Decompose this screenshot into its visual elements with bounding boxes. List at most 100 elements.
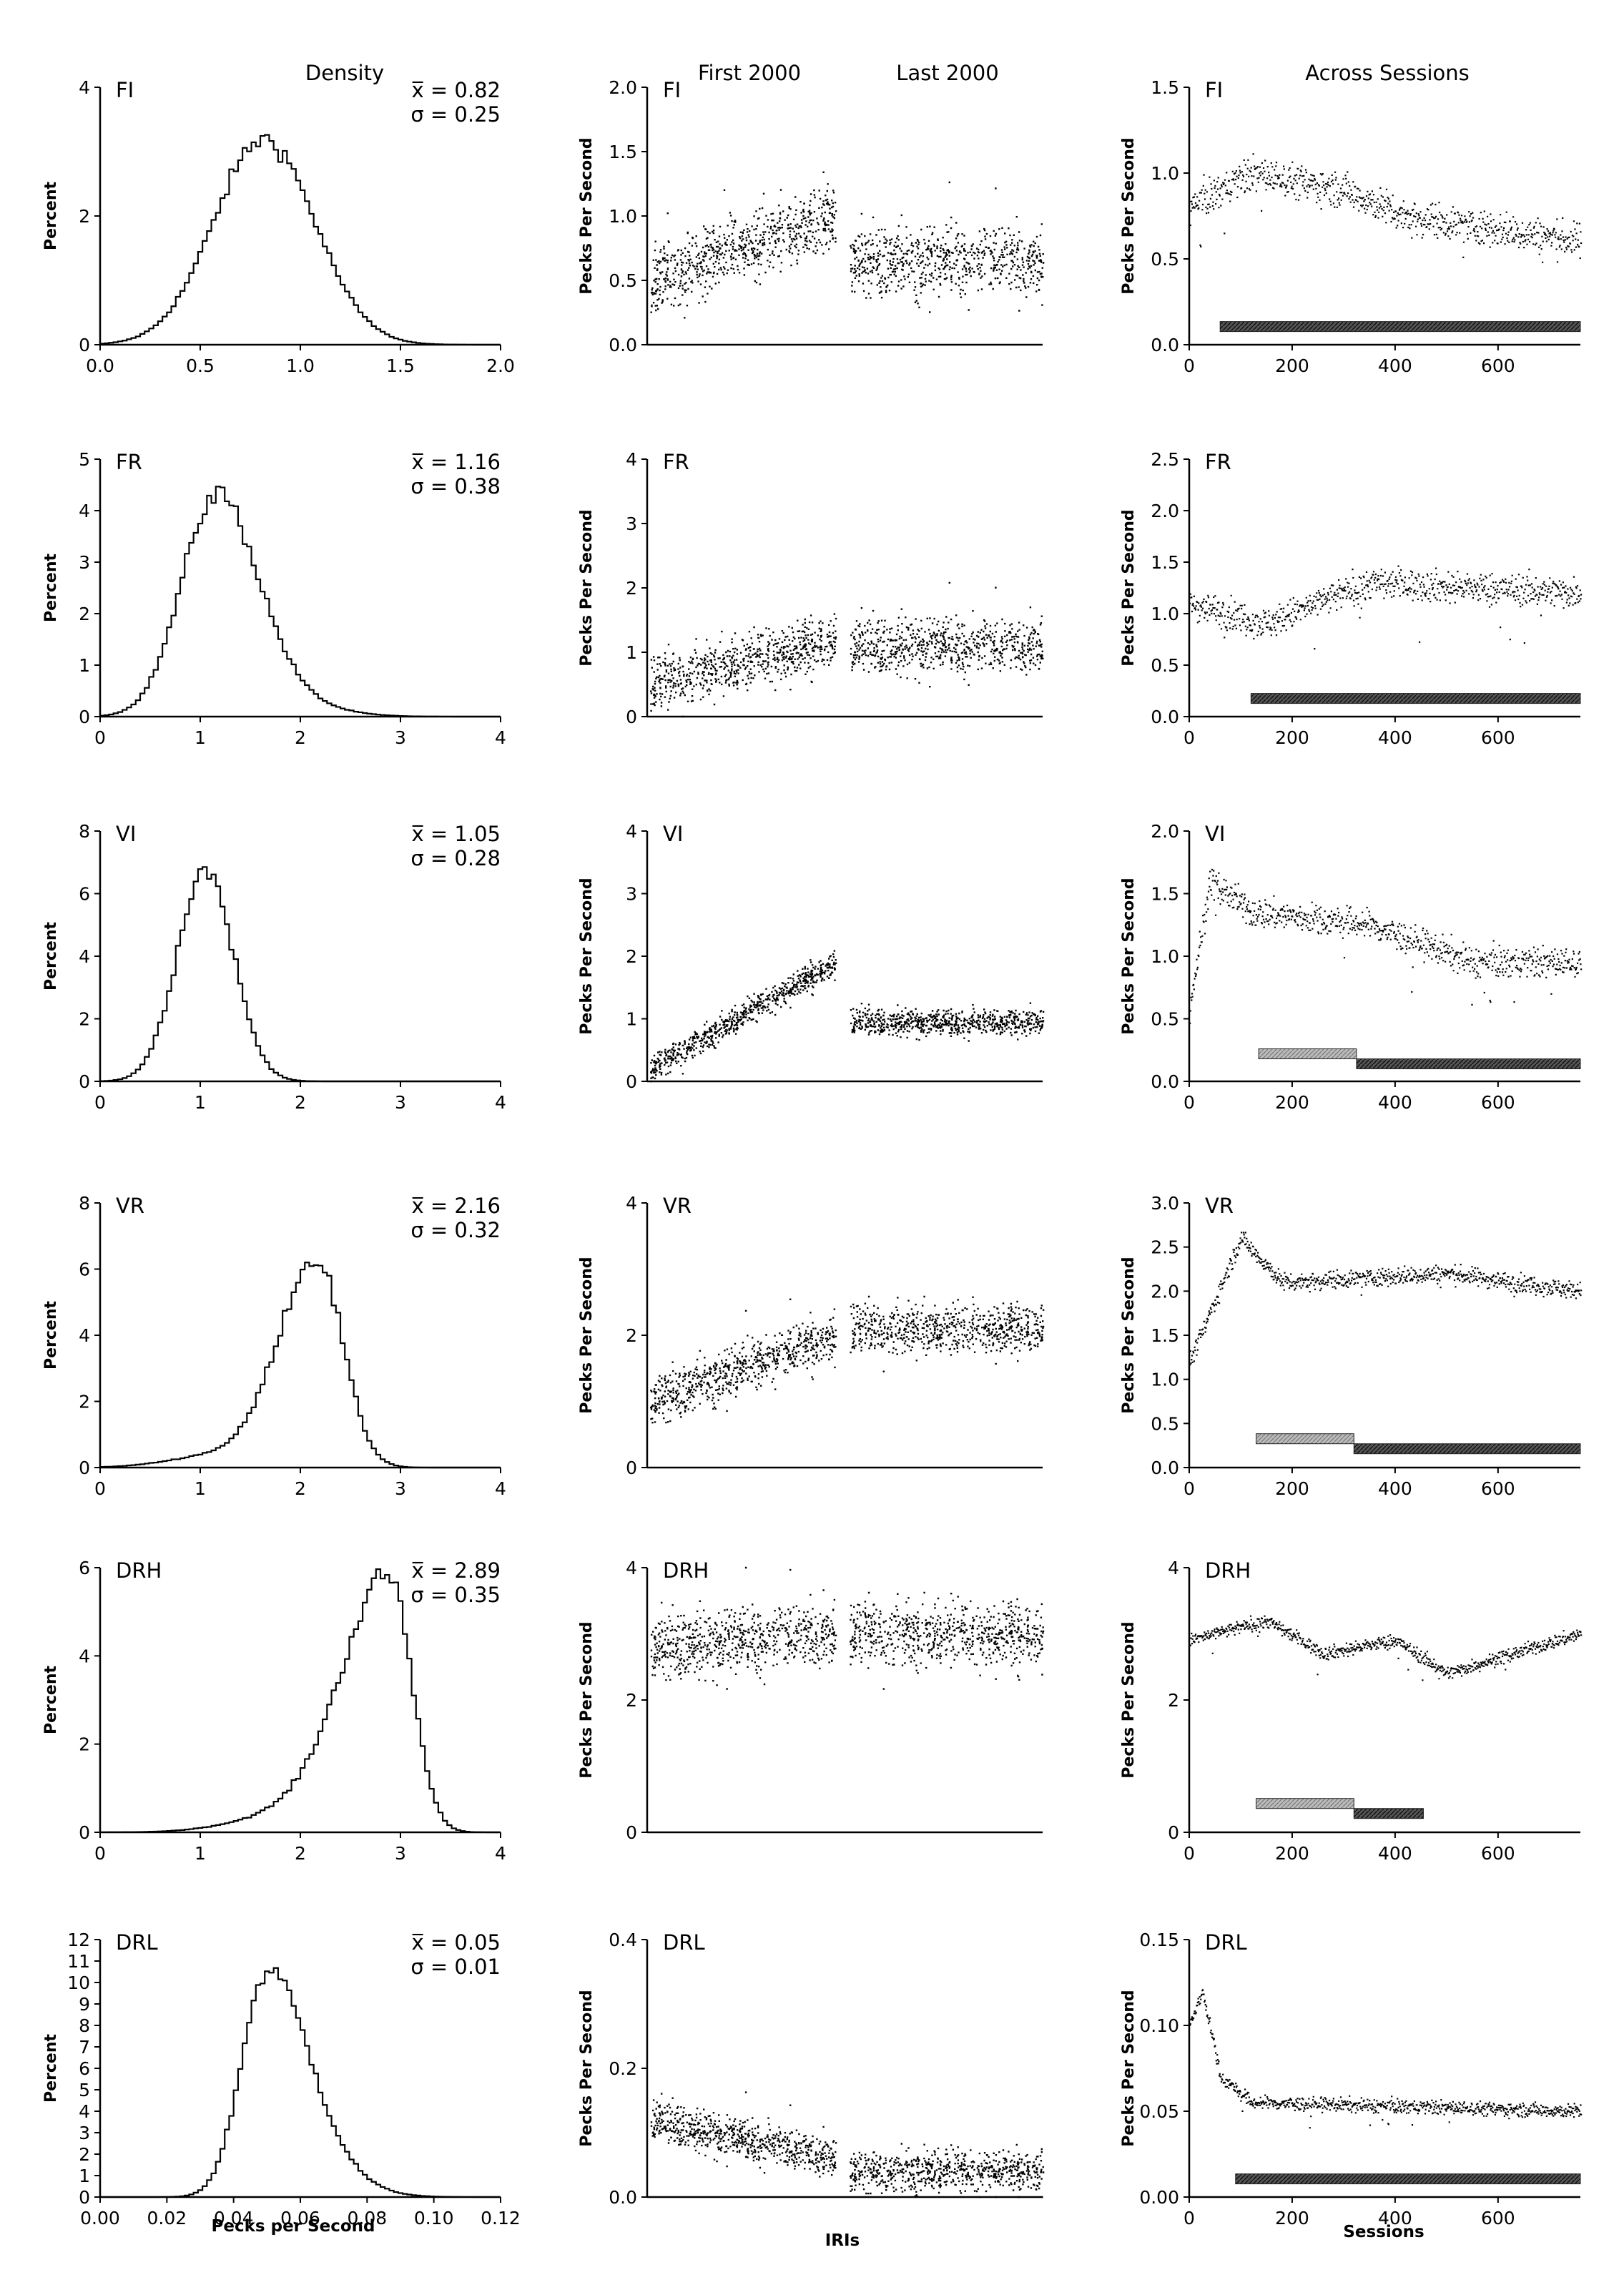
sessions-vr-schedule-label: VR [1205, 1194, 1234, 1218]
sessions-phase-bar-dark [1353, 1443, 1581, 1455]
density-vi-y-tick-label: 0 [79, 1071, 90, 1092]
density-drh-y-tick-label: 4 [79, 1646, 90, 1666]
sessions-panel-fr: 0.0 0.5 1.0 1.5 2.0 2.5 Pecks Per Second FR 0 200… [1120, 449, 1583, 748]
iri-fr-y-tick-label: 4 [626, 449, 637, 470]
density-drl-y-tick-label: 6 [79, 2058, 90, 2079]
density-fr-y-tick-label: 4 [79, 501, 90, 521]
density-drl-x-tick-label: 0.02 [147, 2208, 187, 2229]
sessions-phase-bar-light [1256, 1433, 1354, 1445]
sessions-points-vi [1189, 868, 1583, 1024]
sessions-drh-x-tick-label: 200 [1275, 1843, 1309, 1864]
iri-vi-y-axis-label: Pecks Per Second [578, 878, 596, 1034]
sessions-drh-x-tick-label: 0 [1183, 1843, 1195, 1864]
iri-points-drh [650, 1566, 1045, 1690]
density-histogram-drl [100, 1967, 501, 2198]
sessions-phase-bar-light [1256, 1798, 1354, 1809]
density-vr-schedule-label: VR [116, 1194, 144, 1218]
sessions-vi-y-tick-label: 1.0 [1151, 946, 1179, 967]
sessions-fr-y-tick-label: 2.0 [1151, 501, 1179, 521]
iri-panel-fi: 0.0 0.5 1.0 1.5 2.0 Pecks Per Second FI [578, 77, 1045, 355]
density-histogram-vr [99, 1262, 501, 1469]
density-sd-label: σ = 0.28 [410, 846, 501, 870]
sessions-drl-schedule-label: DRL [1205, 1930, 1247, 1955]
density-vr-y-tick-label: 8 [79, 1193, 90, 1214]
density-fr-y-tick-label: 1 [79, 655, 90, 676]
sessions-phase-bar-dark [1353, 1808, 1424, 1819]
iri-x-axis-label: IRIs [825, 2231, 860, 2250]
iri-vi-y-tick-label: 3 [626, 884, 637, 905]
density-fi-y-axis-label: Percent [42, 182, 60, 251]
density-drl-y-tick-label: 9 [79, 1994, 90, 2015]
iri-fi-schedule-label: FI [663, 78, 681, 102]
density-vi-x-tick-label: 4 [495, 1092, 506, 1113]
sessions-vi-y-tick-label: 0.5 [1151, 1009, 1179, 1030]
density-histogram-drh [99, 1568, 501, 1834]
sessions-fr-x-tick-label: 600 [1481, 727, 1515, 748]
sessions-drl-y-tick-label: 0.10 [1139, 2015, 1179, 2036]
sessions-vr-y-tick-label: 0.0 [1151, 1458, 1179, 1478]
sessions-fi-y-tick-label: 0.0 [1151, 335, 1179, 355]
sessions-drl-x-tick-label: 400 [1378, 2208, 1412, 2229]
density-mean-label: x̅ = 2.16 [412, 1194, 501, 1218]
sessions-vr-y-tick-label: 3.0 [1151, 1193, 1179, 1214]
density-fr-x-tick-label: 2 [295, 727, 306, 748]
density-vr-x-tick-label: 4 [495, 1478, 506, 1499]
iri-fi-y-axis-label: Pecks Per Second [578, 137, 596, 294]
density-vi-x-tick-label: 0 [94, 1092, 106, 1113]
sessions-fi-y-tick-label: 1.0 [1151, 163, 1179, 184]
sessions-phase-bar-light [1258, 1048, 1357, 1059]
density-fr-y-tick-label: 5 [79, 449, 90, 470]
iri-vi-y-tick-label: 1 [626, 1009, 637, 1030]
iri-fr-schedule-label: FR [663, 450, 689, 474]
density-fi-schedule-label: FI [116, 78, 134, 102]
iri-panel-drh: 0 2 4 Pecks Per Second DRH [578, 1558, 1045, 1843]
iri-points-fr [650, 581, 1044, 718]
iri-points-vr [650, 1295, 1045, 1424]
density-mean-label: x̅ = 1.16 [412, 450, 501, 474]
sessions-panel-drl: 0.00 0.05 0.10 0.15 Pecks Per Second DRL 0 200 4… [1120, 1930, 1583, 2229]
sessions-drl-x-tick-label: 200 [1275, 2208, 1309, 2229]
sessions-fi-x-tick-label: 200 [1275, 355, 1309, 376]
sessions-points-fr [1189, 565, 1583, 650]
iri-fr-y-tick-label: 1 [626, 642, 637, 663]
sessions-vi-x-tick-label: 400 [1378, 1092, 1412, 1113]
sessions-drh-y-tick-label: 0 [1168, 1822, 1179, 1843]
sessions-panel-vr: 0.0 0.5 1.0 1.5 2.0 2.5 3.0 Pecks Per Second VR 0… [1120, 1193, 1583, 1499]
iri-panel-vi: 0 1 2 3 4 Pecks Per Second VI [578, 821, 1045, 1092]
density-vi-y-tick-label: 2 [79, 1009, 90, 1030]
sessions-points-drl [1189, 1989, 1583, 2129]
density-drl-y-tick-label: 10 [67, 1972, 90, 1993]
sessions-points-drh [1189, 1615, 1583, 1681]
density-panel-fr: 0 1 2 3 4 5 Percent FR 0 1 2 3 4 x̅ = 1.16σ = 0.38 [42, 449, 506, 748]
density-drh-y-tick-label: 2 [79, 1734, 90, 1755]
iri-drh-schedule-label: DRH [663, 1558, 709, 1583]
sessions-vi-x-tick-label: 600 [1481, 1092, 1515, 1113]
sessions-vr-y-tick-label: 0.5 [1151, 1413, 1179, 1434]
density-sd-label: σ = 0.35 [410, 1583, 501, 1607]
density-drh-y-axis-label: Percent [42, 1666, 60, 1735]
density-histogram-vi [99, 866, 501, 1083]
iri-vi-schedule-label: VI [663, 822, 683, 846]
density-fr-y-tick-label: 3 [79, 552, 90, 573]
density-mean-label: x̅ = 0.05 [412, 1930, 501, 1955]
iri-fi-y-tick-label: 0.0 [609, 335, 637, 355]
sessions-drl-y-tick-label: 0.00 [1139, 2187, 1179, 2208]
density-panel-vr: 0 2 4 6 8 Percent VR 0 1 2 3 4 x̅ = 2.16σ = 0.32 [42, 1193, 506, 1499]
density-vr-x-tick-label: 0 [94, 1478, 106, 1499]
density-drh-y-tick-label: 0 [79, 1822, 90, 1843]
iri-points-vi [650, 950, 1045, 1083]
sessions-fr-y-tick-label: 0.5 [1151, 655, 1179, 676]
density-drl-y-tick-label: 11 [67, 1951, 90, 1972]
sessions-vi-y-axis-label: Pecks Per Second [1120, 878, 1138, 1034]
density-drh-x-tick-label: 2 [295, 1843, 306, 1864]
iri-vi-y-tick-label: 4 [626, 821, 637, 842]
iri-drl-y-tick-label: 0.0 [609, 2187, 637, 2208]
density-vr-y-tick-label: 2 [79, 1392, 90, 1412]
iri-points-drl [650, 2091, 1045, 2198]
density-vr-x-tick-label: 2 [295, 1478, 306, 1499]
sessions-vi-y-tick-label: 1.5 [1151, 884, 1179, 905]
density-fr-x-tick-label: 1 [195, 727, 206, 748]
column-title-across-sessions: Across Sessions [1305, 61, 1470, 85]
sessions-fr-y-tick-label: 1.5 [1151, 552, 1179, 573]
